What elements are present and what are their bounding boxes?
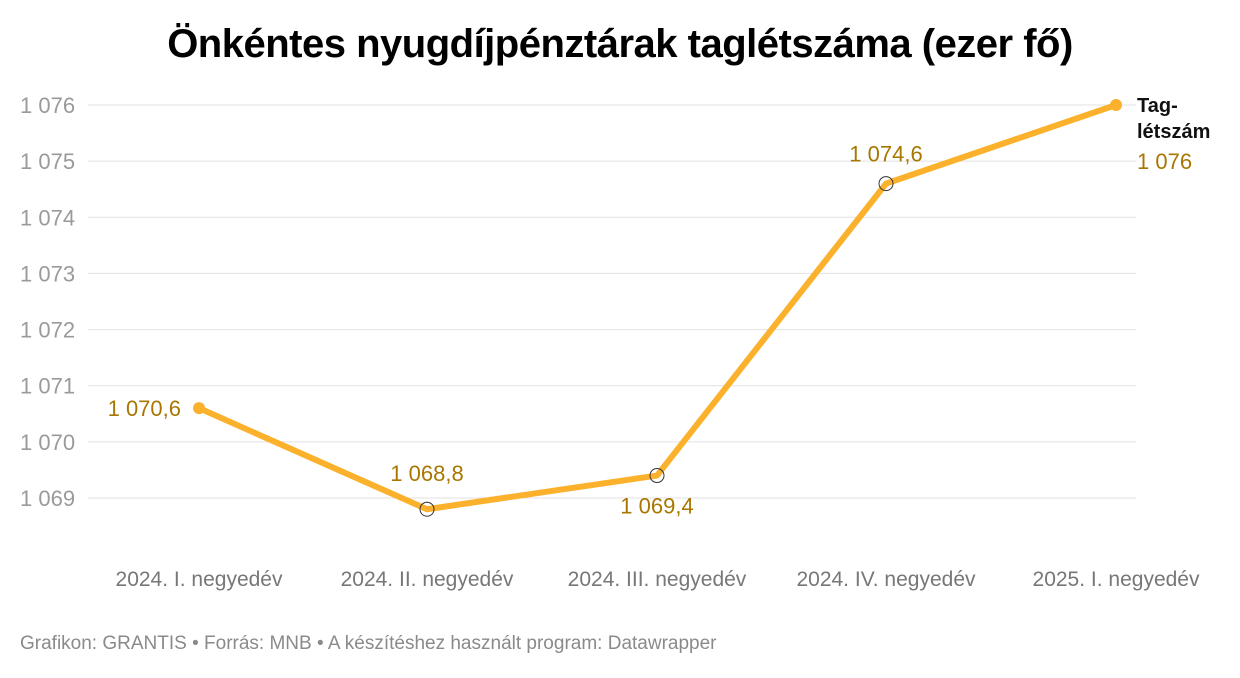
data-point: [1110, 99, 1122, 111]
chart-footer: Grafikon: GRANTIS • Forrás: MNB • A kész…: [20, 633, 717, 654]
x-tick-label: 2024. I. negyedév: [116, 568, 283, 591]
series-line: [196, 102, 1119, 513]
data-label: 1 074,6: [849, 142, 922, 167]
x-tick-label: 2024. IV. negyedév: [796, 568, 976, 591]
x-tick-label: 2024. II. negyedév: [341, 568, 514, 591]
data-point: [419, 501, 435, 517]
data-point: [193, 402, 205, 415]
y-tick-label: 1 073: [20, 261, 75, 286]
x-tick-label: 2025. I. negyedév: [1033, 568, 1200, 591]
y-tick-label: 1 072: [20, 318, 75, 343]
data-label: 1 076: [1137, 149, 1192, 174]
y-tick-label: 1 069: [20, 486, 75, 511]
series-label: Tag-létszám: [1137, 95, 1210, 143]
y-tick-label: 1 071: [20, 374, 75, 399]
y-tick-label: 1 075: [20, 149, 75, 174]
y-tick-label: 1 070: [20, 430, 75, 455]
x-tick-label: 2024. III. negyedév: [568, 568, 747, 591]
data-label: 1 070,6: [108, 396, 181, 421]
y-tick-label: 1 074: [20, 205, 75, 230]
data-point: [649, 468, 665, 484]
data-label: 1 068,8: [390, 461, 463, 486]
data-point: [878, 176, 894, 192]
y-tick-label: 1 076: [20, 93, 75, 118]
chart-title: Önkéntes nyugdíjpénztárak taglétszáma (e…: [167, 22, 1073, 66]
data-label: 1 069,4: [620, 494, 693, 519]
